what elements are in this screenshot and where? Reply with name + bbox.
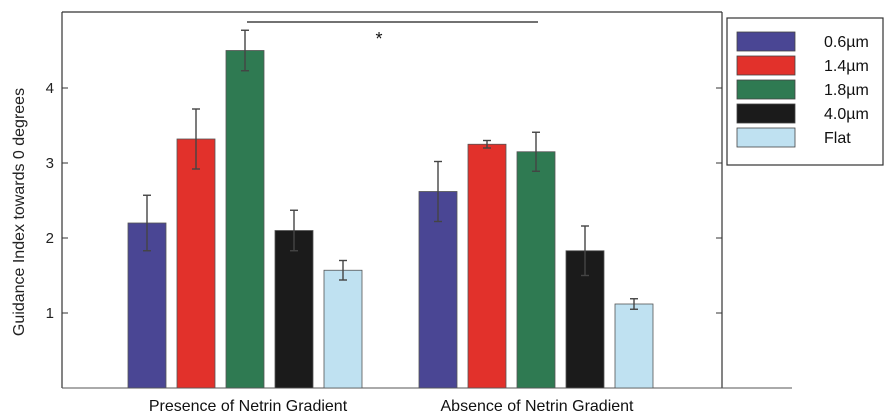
category-label: Absence of Netrin Gradient bbox=[441, 398, 635, 415]
legend-swatch bbox=[736, 79, 796, 100]
bar bbox=[274, 230, 314, 389]
legend-label: Flat bbox=[824, 130, 851, 147]
y-tick-label: 2 bbox=[46, 230, 54, 247]
legend-label: 4.0µm bbox=[824, 106, 869, 123]
y-tick-label: 4 bbox=[46, 80, 54, 97]
category-label: Presence of Netrin Gradient bbox=[149, 398, 348, 415]
y-ticks: 1 2 3 4 bbox=[46, 80, 722, 322]
bar bbox=[176, 138, 216, 389]
annotations: * bbox=[247, 21, 538, 49]
legend: 0.6µm 1.4µm 1.8µm 4.0µm Flat bbox=[726, 17, 884, 166]
error-bars bbox=[143, 29, 638, 310]
category-labels: Presence of Netrin Gradient Absence of Ne… bbox=[149, 398, 634, 415]
bars bbox=[127, 50, 654, 389]
y-tick-label: 1 bbox=[46, 305, 54, 322]
legend-swatch bbox=[736, 127, 796, 148]
bar bbox=[418, 191, 458, 389]
bar bbox=[516, 151, 556, 389]
legend-label: 1.4µm bbox=[824, 58, 869, 75]
bar bbox=[614, 303, 654, 389]
y-tick-label: 3 bbox=[46, 155, 54, 172]
legend-swatch bbox=[736, 103, 796, 124]
y-axis-label: Guidance Index towards 0 degrees bbox=[11, 88, 28, 336]
bar bbox=[323, 269, 363, 389]
significance-marker: * bbox=[375, 29, 382, 49]
legend-label: 1.8µm bbox=[824, 82, 869, 99]
legend-label: 0.6µm bbox=[824, 34, 869, 51]
bar bbox=[467, 143, 507, 389]
bar bbox=[225, 50, 265, 389]
legend-swatch bbox=[736, 31, 796, 52]
legend-swatch bbox=[736, 55, 796, 76]
